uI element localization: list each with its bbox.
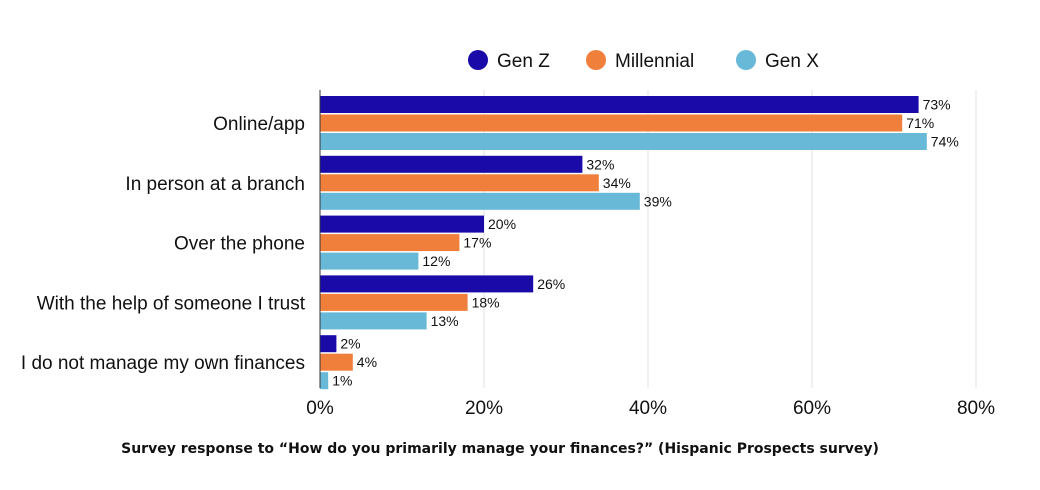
bar (320, 353, 353, 371)
legend-swatch (736, 50, 756, 70)
legend: Gen Z Millennial Gen X (468, 50, 819, 72)
legend-label: Gen Z (497, 51, 550, 72)
x-tick-label: 40% (629, 398, 667, 419)
data-label: 1% (332, 373, 352, 389)
bar (320, 372, 329, 390)
data-label: 39% (644, 193, 672, 209)
data-label: 13% (431, 313, 459, 329)
data-label: 17% (463, 235, 491, 251)
bars: 73% 71% 74% Online/app 32% 34% 39% In person at… (21, 96, 959, 390)
data-label: 32% (586, 156, 614, 172)
data-label: 73% (923, 97, 951, 113)
bar (320, 174, 599, 192)
data-label: 71% (906, 115, 934, 131)
data-label: 4% (357, 354, 377, 370)
category-label: Over the phone (174, 234, 305, 255)
bar (320, 234, 460, 252)
x-tick-label: 80% (957, 398, 995, 419)
category-label: Online/app (213, 114, 305, 135)
x-tick-label: 0% (306, 398, 334, 419)
category-label: With the help of someone I trust (37, 293, 306, 314)
x-tick-label: 20% (465, 398, 503, 419)
bar (320, 335, 337, 353)
legend-label: Gen X (765, 51, 819, 72)
data-label: 2% (340, 336, 360, 352)
bar (320, 155, 583, 173)
bar (320, 192, 640, 210)
data-label: 18% (472, 294, 500, 310)
data-label: 12% (422, 253, 450, 269)
bar-chart: 73% 71% 74% Online/app 32% 34% 39% In person at… (21, 50, 995, 419)
bar (320, 114, 903, 132)
legend-swatch (586, 50, 606, 70)
bar (320, 133, 927, 150)
bar (320, 275, 534, 293)
category-label: In person at a branch (125, 174, 305, 195)
bar (320, 312, 427, 330)
legend-label: Millennial (615, 51, 694, 72)
x-axis-ticks: 0% 20% 40% 60% 80% (306, 398, 995, 419)
bar (320, 252, 419, 270)
bar (320, 215, 484, 233)
data-label: 20% (488, 216, 516, 232)
category-label: I do not manage my own finances (21, 353, 305, 374)
bar (320, 96, 919, 113)
data-label: 74% (931, 134, 959, 150)
data-label: 34% (603, 175, 631, 191)
chart-caption: Survey response to “How do you primarily… (121, 441, 879, 457)
bar (320, 293, 468, 311)
x-tick-label: 60% (793, 398, 831, 419)
data-label: 26% (537, 276, 565, 292)
legend-swatch (468, 50, 488, 70)
